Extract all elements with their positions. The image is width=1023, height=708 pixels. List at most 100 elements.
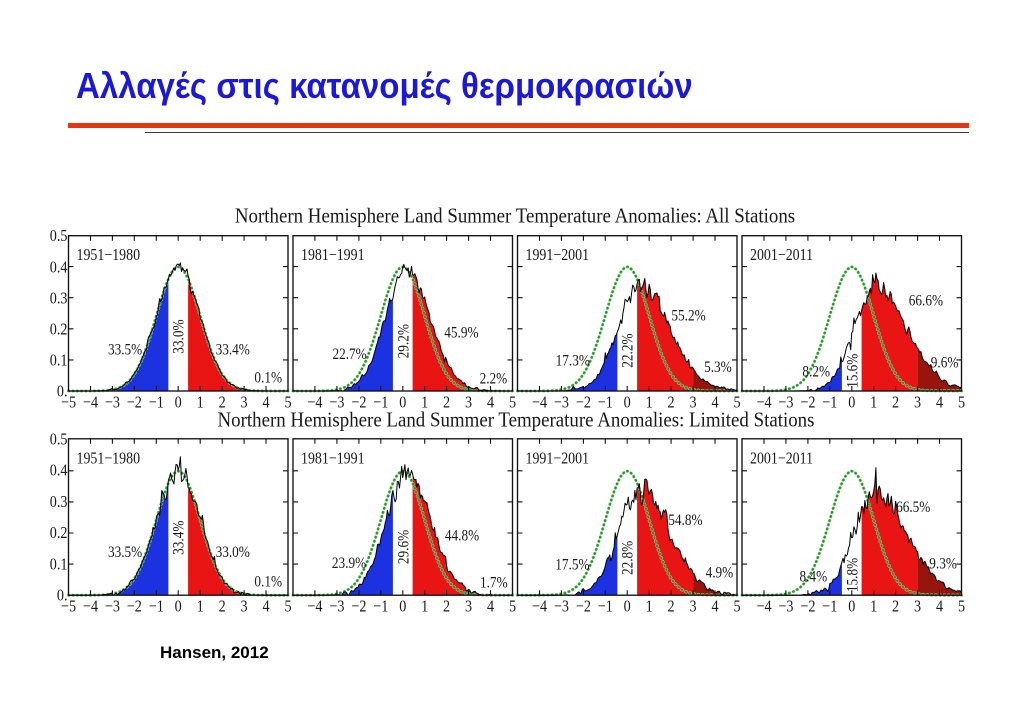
svg-text:5: 5 (958, 597, 965, 616)
svg-text:54.8%: 54.8% (668, 512, 702, 529)
svg-text:Northern Hemisphere Land Summe: Northern Hemisphere Land Summer Temperat… (235, 205, 795, 228)
svg-text:0.2: 0.2 (50, 524, 68, 543)
svg-text:0: 0 (848, 597, 855, 616)
svg-text:1: 1 (646, 597, 653, 616)
svg-text:4: 4 (262, 393, 269, 412)
svg-text:3: 3 (465, 393, 472, 412)
svg-text:0: 0 (175, 597, 182, 616)
svg-text:2001−2011: 2001−2011 (750, 246, 813, 265)
svg-text:0.5: 0.5 (50, 430, 68, 449)
svg-text:−2: −2 (800, 597, 815, 616)
svg-text:55.2%: 55.2% (671, 307, 705, 324)
svg-text:3: 3 (241, 393, 248, 412)
svg-text:−1: −1 (149, 597, 164, 616)
svg-text:2: 2 (668, 597, 675, 616)
svg-text:5: 5 (958, 393, 965, 412)
svg-text:−2: −2 (127, 597, 142, 616)
svg-text:−1: −1 (149, 393, 164, 412)
svg-text:22.2%: 22.2% (620, 333, 637, 367)
svg-text:8.4%: 8.4% (799, 568, 827, 585)
svg-text:15.8%: 15.8% (844, 558, 861, 592)
svg-text:−5: −5 (61, 393, 76, 412)
svg-text:33.4%: 33.4% (171, 521, 188, 555)
svg-text:5.3%: 5.3% (704, 359, 732, 376)
svg-text:4: 4 (487, 393, 494, 412)
svg-text:17.5%: 17.5% (555, 556, 589, 573)
svg-text:2: 2 (668, 393, 675, 412)
svg-text:33.0%: 33.0% (216, 544, 250, 561)
svg-text:33.4%: 33.4% (216, 341, 250, 358)
svg-text:4: 4 (711, 393, 718, 412)
svg-text:2: 2 (892, 393, 899, 412)
svg-text:22.8%: 22.8% (620, 541, 637, 575)
svg-text:9.6%: 9.6% (931, 354, 959, 371)
svg-text:−1: −1 (598, 597, 613, 616)
svg-text:1.7%: 1.7% (480, 574, 508, 591)
svg-text:66.6%: 66.6% (909, 293, 943, 310)
svg-text:0.: 0. (57, 586, 68, 605)
svg-text:−4: −4 (307, 597, 322, 616)
svg-text:1: 1 (421, 393, 428, 412)
svg-text:33.0%: 33.0% (171, 319, 188, 353)
svg-text:−3: −3 (105, 597, 120, 616)
svg-text:4: 4 (936, 597, 943, 616)
svg-text:−1: −1 (598, 393, 613, 412)
svg-text:2.2%: 2.2% (480, 370, 508, 387)
svg-text:9.3%: 9.3% (929, 555, 957, 572)
svg-text:29.6%: 29.6% (395, 530, 412, 564)
svg-text:−3: −3 (778, 597, 793, 616)
svg-text:4: 4 (262, 597, 269, 616)
svg-text:−2: −2 (576, 597, 591, 616)
svg-text:−3: −3 (778, 393, 793, 412)
svg-text:33.5%: 33.5% (108, 341, 142, 358)
svg-text:5: 5 (284, 597, 291, 616)
svg-text:0.4: 0.4 (50, 258, 68, 277)
svg-text:1951−1980: 1951−1980 (77, 246, 141, 265)
svg-text:−4: −4 (756, 393, 771, 412)
svg-text:−2: −2 (127, 393, 142, 412)
svg-text:44.8%: 44.8% (445, 528, 479, 545)
svg-text:45.9%: 45.9% (444, 324, 478, 341)
svg-text:1: 1 (197, 597, 204, 616)
svg-text:4: 4 (936, 393, 943, 412)
svg-text:3: 3 (914, 393, 921, 412)
svg-text:15.6%: 15.6% (844, 354, 861, 388)
svg-text:−4: −4 (532, 393, 547, 412)
svg-text:−4: −4 (83, 597, 98, 616)
svg-text:0.1: 0.1 (50, 351, 68, 370)
svg-text:1: 1 (646, 393, 653, 412)
svg-text:1981−1991: 1981−1991 (301, 449, 365, 468)
svg-text:1951−1980: 1951−1980 (77, 449, 141, 468)
svg-text:1: 1 (870, 393, 877, 412)
svg-text:66.5%: 66.5% (896, 499, 930, 516)
svg-text:−1: −1 (822, 597, 837, 616)
svg-text:1981−1991: 1981−1991 (301, 246, 365, 265)
svg-text:0.5: 0.5 (50, 227, 68, 246)
svg-text:2: 2 (219, 597, 226, 616)
svg-text:0: 0 (175, 393, 182, 412)
svg-text:−2: −2 (576, 393, 591, 412)
svg-text:−3: −3 (105, 393, 120, 412)
svg-text:33.5%: 33.5% (108, 544, 142, 561)
svg-text:0.3: 0.3 (50, 493, 68, 512)
svg-text:3: 3 (241, 597, 248, 616)
svg-text:5: 5 (284, 393, 291, 412)
svg-text:1: 1 (870, 597, 877, 616)
svg-text:−3: −3 (554, 393, 569, 412)
svg-text:3: 3 (914, 597, 921, 616)
svg-text:0.3: 0.3 (50, 289, 68, 308)
svg-text:0.: 0. (57, 382, 68, 401)
svg-text:5: 5 (509, 597, 516, 616)
svg-text:2: 2 (443, 597, 450, 616)
svg-text:3: 3 (690, 597, 697, 616)
svg-text:−4: −4 (83, 393, 98, 412)
svg-text:1: 1 (197, 393, 204, 412)
svg-text:−2: −2 (351, 393, 366, 412)
svg-text:1: 1 (421, 597, 428, 616)
svg-text:23.9%: 23.9% (332, 555, 366, 572)
svg-text:0: 0 (624, 597, 631, 616)
svg-text:−4: −4 (532, 597, 547, 616)
svg-text:2: 2 (219, 393, 226, 412)
svg-text:5: 5 (509, 393, 516, 412)
svg-text:Northern Hemisphere Land Summe: Northern Hemisphere Land Summer Temperat… (218, 409, 815, 432)
